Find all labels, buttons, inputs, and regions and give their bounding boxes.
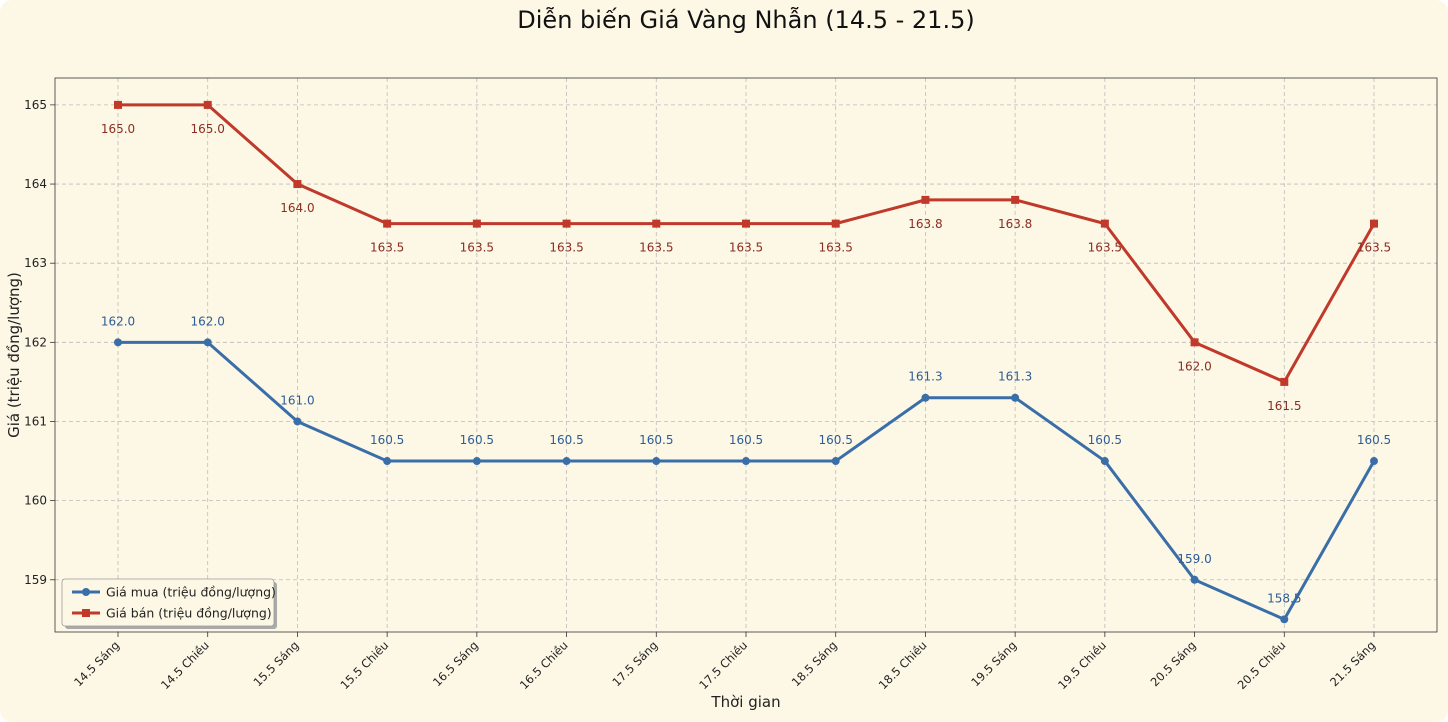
data-label: 161.0 [280,393,314,407]
chart-title: Diễn biến Giá Vàng Nhẫn (14.5 - 21.5) [517,5,974,34]
data-label: 160.5 [639,433,673,447]
y-tick-label: 165 [24,98,47,112]
data-point [472,457,481,466]
data-label: 163.8 [908,217,942,231]
x-tick-label: 17.5 Chiều [696,638,750,692]
legend-label: Giá bán (triệu đồng/lượng) [106,606,272,621]
x-tick-label: 15.5 Sáng [250,638,301,689]
series-group [114,100,1378,624]
data-point [114,338,122,347]
data-label: 163.5 [729,241,763,255]
x-tick-label: 19.5 Sáng [968,638,1019,689]
data-point [203,100,212,109]
data-point [1011,195,1020,204]
data-point [921,195,930,204]
data-point [1011,393,1020,402]
data-label: 160.5 [549,433,583,447]
data-point [562,457,571,466]
data-label: 158.5 [1267,591,1301,605]
data-point [562,219,571,228]
data-label: 161.3 [908,370,942,384]
data-point [1100,219,1109,228]
data-point [383,219,392,228]
data-label: 160.5 [460,433,494,447]
data-label: 161.5 [1267,399,1301,413]
data-point [831,219,840,228]
legend-marker [82,588,90,596]
data-label: 159.0 [1177,552,1211,566]
data-point [203,338,212,347]
data-label: 163.8 [998,217,1032,231]
x-tick-label: 17.5 Sáng [609,638,660,689]
data-point [742,219,750,228]
data-point [1370,219,1378,228]
legend-box [61,578,275,627]
data-point [1370,457,1378,466]
data-label: 160.5 [729,433,763,447]
data-label: 161.3 [998,370,1032,384]
x-tick-label: 20.5 Sáng [1148,638,1199,689]
legend-label: Giá mua (triệu đồng/lượng) [106,585,276,600]
grid [55,78,1437,632]
data-point [742,457,750,466]
data-labels: 162.0 162.0 161.0 160.5 160.5 160.5 160.5 160.5… [101,122,1391,605]
y-tick-label: 164 [24,177,47,191]
data-label: 163.5 [549,241,583,255]
legend: Giá mua (triệu đồng/lượng) Giá bán (triệu… [61,578,277,629]
data-point [383,457,392,466]
data-label: 165.0 [101,122,135,136]
y-tick-label: 163 [24,256,47,270]
x-tick-label: 16.5 Sáng [430,638,481,689]
data-point [921,393,930,402]
data-point [1280,615,1289,624]
data-point [1100,457,1109,466]
data-label: 163.5 [819,241,853,255]
data-label: 163.5 [460,241,494,255]
data-label: 163.5 [639,241,673,255]
y-axis: 159 160 161 162 163 164 165 [24,98,55,587]
data-point [114,100,122,109]
data-label: 163.5 [370,241,404,255]
data-label: 162.0 [191,314,225,328]
data-label: 160.5 [370,433,404,447]
data-point [1190,575,1199,584]
x-axis-label: Thời gian [710,693,780,711]
data-label: 160.5 [819,433,853,447]
legend-marker [82,609,90,617]
data-point [1280,377,1289,386]
data-point [652,219,661,228]
x-tick-label: 14.5 Chiều [158,638,212,692]
data-point [652,457,661,466]
x-tick-label: 14.5 Sáng [71,638,122,689]
y-tick-label: 160 [24,494,47,508]
data-point [293,180,302,189]
data-label: 162.0 [1177,359,1211,373]
x-tick-label: 21.5 Sáng [1327,638,1378,689]
x-tick-label: 15.5 Chiều [337,638,391,692]
data-point [293,417,302,426]
x-axis: 14.5 Sáng 14.5 Chiều 15.5 Sáng 15.5 Chiều 16… [71,632,1378,692]
data-label: 165.0 [191,122,225,136]
x-tick-label: 18.5 Chiều [876,638,930,692]
x-tick-label: 19.5 Chiều [1055,638,1109,692]
data-label: 164.0 [280,201,314,215]
y-tick-label: 161 [24,414,47,428]
data-point [1190,338,1199,347]
y-axis-label: Giá (triệu đồng/lượng) [5,272,23,438]
x-tick-label: 18.5 Sáng [789,638,840,689]
x-tick-label: 20.5 Chiều [1235,638,1289,692]
x-tick-label: 16.5 Chiều [517,638,571,692]
data-point [472,219,481,228]
data-label: 162.0 [101,314,135,328]
data-point [831,457,840,466]
data-label: 160.5 [1088,433,1122,447]
data-label: 163.5 [1357,241,1391,255]
data-label: 160.5 [1357,433,1391,447]
y-tick-label: 162 [24,335,47,349]
y-tick-label: 159 [24,573,47,587]
data-label: 163.5 [1088,241,1122,255]
